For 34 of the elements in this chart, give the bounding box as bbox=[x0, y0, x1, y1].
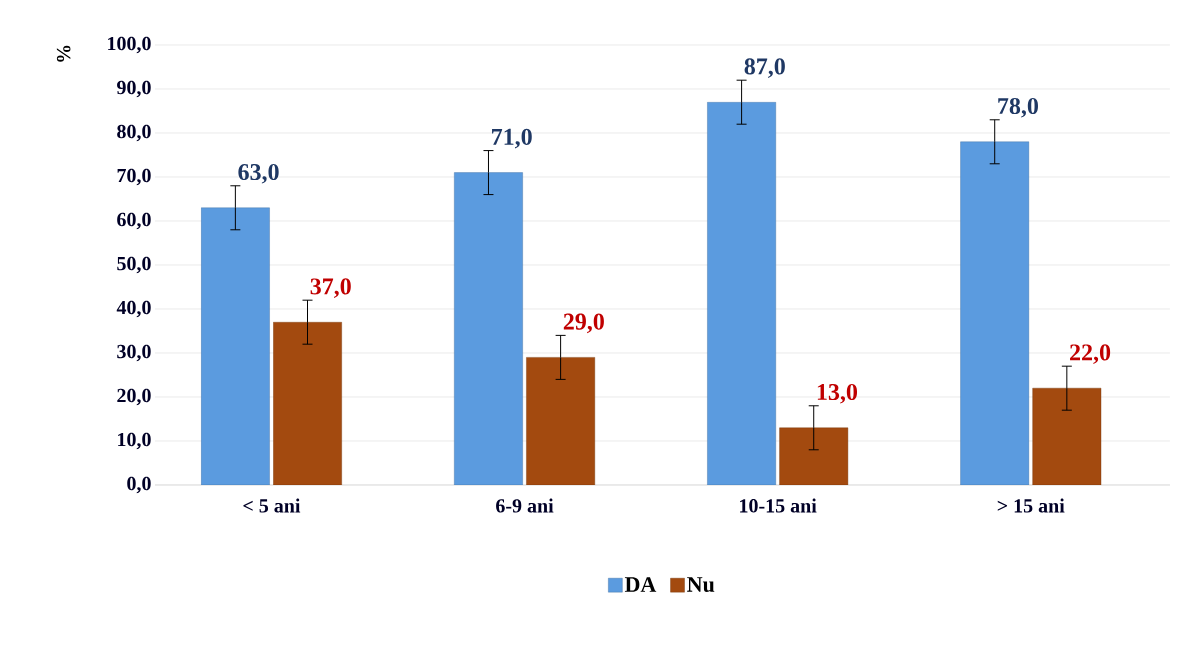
x-tick-label: 10-15 ani bbox=[740, 498, 817, 513]
x-tick-label: 6-9 ani bbox=[496, 498, 554, 513]
data-label: 13,0 bbox=[817, 383, 858, 404]
data-label: 29,0 bbox=[563, 313, 604, 334]
y-tick-label: 100,0 bbox=[108, 36, 151, 54]
x-tick-label: < 5 ani bbox=[243, 498, 301, 513]
legend-label: Nu bbox=[687, 577, 715, 592]
data-label: 71,0 bbox=[492, 128, 532, 149]
y-tick-label: 30,0 bbox=[117, 344, 151, 362]
data-label: 87,0 bbox=[744, 58, 785, 78]
x-tick-label: > 15 ani bbox=[997, 498, 1065, 513]
bar bbox=[707, 101, 776, 485]
bar bbox=[273, 321, 342, 485]
bar bbox=[1032, 387, 1102, 485]
y-tick-label: 60,0 bbox=[117, 212, 151, 230]
y-axis-title: % bbox=[56, 45, 71, 62]
y-tick-label: 50,0 bbox=[117, 256, 151, 274]
bar bbox=[779, 427, 849, 485]
y-tick-label: 90,0 bbox=[117, 80, 151, 98]
y-tick-label: 10,0 bbox=[118, 432, 151, 450]
legend-label: DA bbox=[624, 577, 657, 592]
y-tick-label: 40,0 bbox=[116, 300, 151, 318]
data-label: 37,0 bbox=[310, 278, 351, 298]
data-label: 78,0 bbox=[998, 97, 1038, 118]
bar bbox=[201, 207, 270, 485]
y-tick-label: 80,0 bbox=[117, 124, 151, 142]
data-label: 63,0 bbox=[238, 163, 279, 184]
y-tick-label: 70,0 bbox=[117, 168, 151, 186]
y-tick-label: 20,0 bbox=[117, 388, 151, 406]
y-tick-label: 0,0 bbox=[127, 476, 151, 494]
bar bbox=[960, 141, 1030, 485]
data-label: 22,0 bbox=[1070, 344, 1111, 364]
bar bbox=[454, 172, 523, 485]
bar bbox=[526, 357, 595, 485]
